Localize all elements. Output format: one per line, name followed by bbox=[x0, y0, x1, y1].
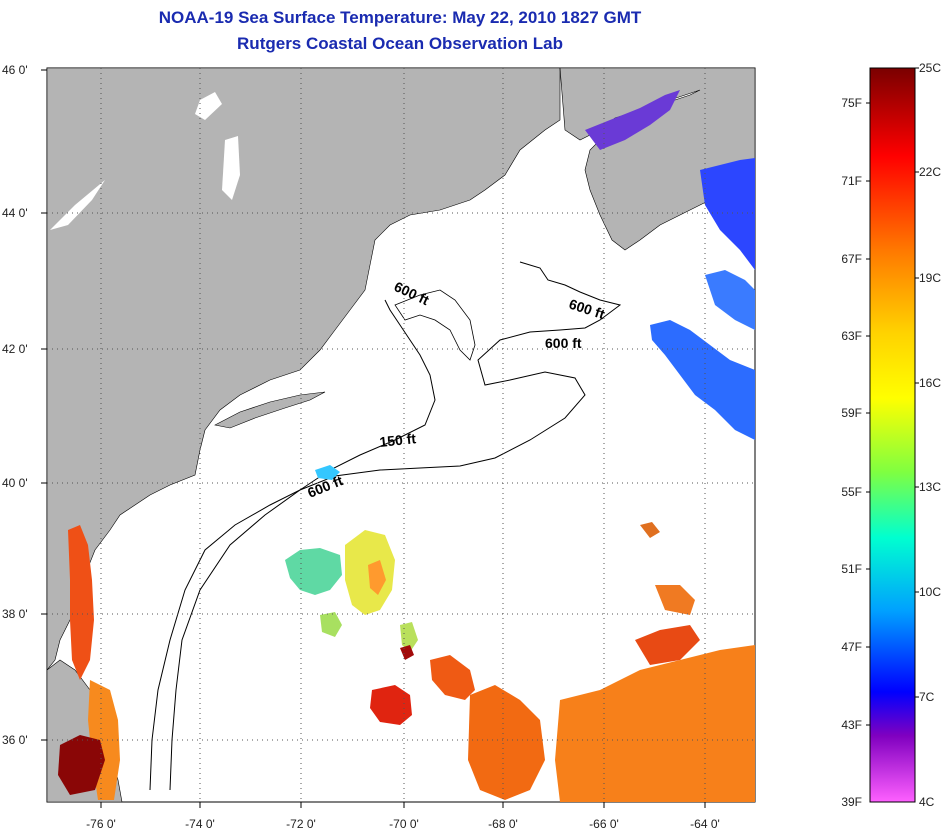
axis-ticks bbox=[41, 69, 706, 808]
lat-label: 40 0' bbox=[2, 476, 28, 490]
colorbar-f-label: 55F bbox=[841, 485, 862, 499]
lon-label: -64 0' bbox=[690, 817, 720, 831]
lon-label: -66 0' bbox=[589, 817, 619, 831]
colorbar-f-label: 75F bbox=[841, 96, 862, 110]
lat-label: 42 0' bbox=[2, 342, 28, 356]
lat-label: 44 0' bbox=[2, 206, 28, 220]
lat-label: 46 0' bbox=[2, 63, 28, 77]
lake bbox=[50, 180, 105, 230]
sst-patch-hot bbox=[635, 625, 700, 665]
colorbar-f-label: 67F bbox=[841, 252, 862, 266]
colorbar-c-label: 19C bbox=[919, 271, 941, 285]
sst-patch-cold bbox=[700, 158, 755, 270]
colorbar-c-label: 13C bbox=[919, 480, 941, 494]
colorbar-f-label: 59F bbox=[841, 406, 862, 420]
colorbar-c-label: 7C bbox=[919, 690, 935, 704]
map-subtitle: Rutgers Coastal Ocean Observation Lab bbox=[237, 34, 563, 53]
isobath-label: 600 ft bbox=[545, 335, 582, 351]
isobath-600ft bbox=[169, 261, 622, 791]
colorbar-f-label: 71F bbox=[841, 174, 862, 188]
lat-label: 38 0' bbox=[2, 607, 28, 621]
sst-patch-cool bbox=[315, 465, 340, 480]
lake bbox=[195, 92, 222, 120]
lat-label: 36 0' bbox=[2, 733, 28, 747]
colorbar-c-label: 16C bbox=[919, 376, 941, 390]
isobath-150ft bbox=[149, 299, 436, 791]
lon-label: -74 0' bbox=[185, 817, 215, 831]
lon-label: -76 0' bbox=[86, 817, 116, 831]
sst-patch-hot bbox=[430, 655, 475, 700]
lon-label: -68 0' bbox=[488, 817, 518, 831]
colorbar-f-label: 43F bbox=[841, 718, 862, 732]
isobath-gulf-of-maine bbox=[394, 289, 476, 361]
sst-patch-hot bbox=[555, 645, 755, 802]
colorbar-f-label: 39F bbox=[841, 795, 862, 809]
sst-patch-warm bbox=[368, 560, 386, 595]
colorbar-f-label: 63F bbox=[841, 329, 862, 343]
sst-patch-cool bbox=[285, 548, 342, 595]
colorbar-c-label: 4C bbox=[919, 795, 935, 809]
lon-label: -70 0' bbox=[389, 817, 419, 831]
sst-patch-hot bbox=[370, 685, 412, 725]
land-long-island bbox=[214, 391, 326, 429]
graticule bbox=[47, 68, 755, 802]
sst-patch-cold bbox=[585, 90, 680, 150]
colorbar-ticks bbox=[866, 67, 919, 726]
colorbar bbox=[869, 67, 916, 803]
colorbar-c-label: 25C bbox=[919, 61, 941, 75]
sst-patch-cold bbox=[705, 270, 755, 330]
lon-label: -72 0' bbox=[286, 817, 316, 831]
sst-patch-cool bbox=[320, 612, 342, 637]
colorbar-f-label: 47F bbox=[841, 640, 862, 654]
sst-patch-cold bbox=[650, 320, 755, 440]
isobath-label: 150 ft bbox=[379, 430, 417, 450]
sst-patch-hot bbox=[468, 685, 545, 800]
sst-patch-cool bbox=[400, 622, 418, 652]
sst-patch-hot bbox=[655, 585, 695, 615]
sst-patch-hot bbox=[640, 522, 660, 538]
sst-patch-hot bbox=[58, 735, 105, 795]
map-title: NOAA-19 Sea Surface Temperature: May 22,… bbox=[158, 8, 642, 27]
colorbar-f-label: 51F bbox=[841, 562, 862, 576]
sst-patch-hot bbox=[68, 525, 94, 680]
colorbar-c-label: 22C bbox=[919, 165, 941, 179]
colorbar-c-label: 10C bbox=[919, 585, 941, 599]
lake bbox=[222, 136, 240, 200]
